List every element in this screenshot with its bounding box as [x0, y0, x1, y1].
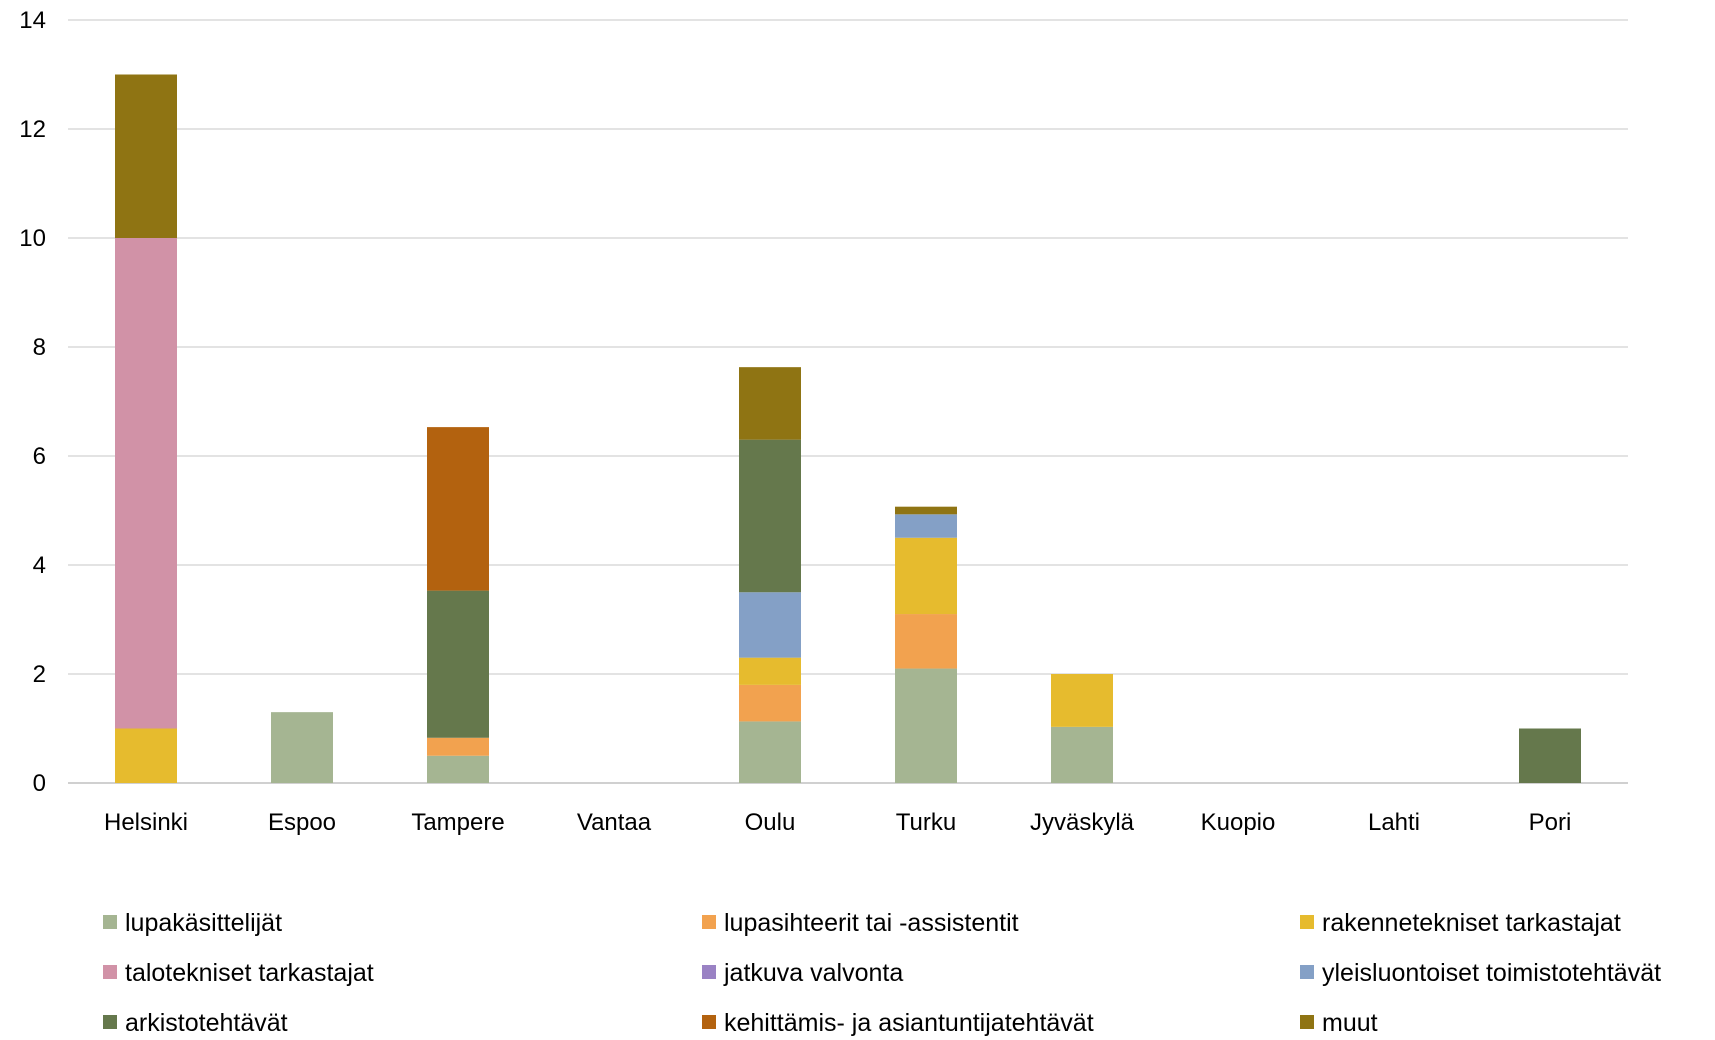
- y-tick-label: 10: [19, 225, 46, 252]
- bar-turku-lupakasittelijat: [895, 668, 957, 783]
- legend-label-rakennetekniset-tarkastajat: rakennetekniset tarkastajat: [1322, 909, 1621, 937]
- legend-label-muut: muut: [1322, 1009, 1378, 1037]
- legend-swatch-talotekniset-tarkastajat: [103, 965, 117, 979]
- y-tick-label: 6: [33, 443, 46, 470]
- bar-tampere-arkistotehtavat: [427, 590, 489, 738]
- x-tick-label-vantaa: Vantaa: [577, 809, 652, 836]
- x-tick-label-oulu: Oulu: [745, 809, 796, 836]
- legend-swatch-muut: [1300, 1015, 1314, 1029]
- y-tick-label: 2: [33, 661, 46, 688]
- x-tick-label-jyvaskyla: Jyväskylä: [1030, 809, 1135, 836]
- bars: [115, 74, 1581, 783]
- legend-swatch-rakennetekniset-tarkastajat: [1300, 915, 1314, 929]
- bar-helsinki-talotekniset-tarkastajat: [115, 238, 177, 729]
- bar-tampere-lupasihteerit-tai-assistentit: [427, 737, 489, 756]
- y-tick-label: 4: [33, 552, 46, 579]
- legend-label-kehittamis-ja-asiantuntijatehtavat: kehittämis- ja asiantuntijatehtävät: [724, 1009, 1094, 1037]
- legend-label-lupasihteerit-tai-assistentit: lupasihteerit tai -assistentit: [724, 909, 1019, 937]
- bar-tampere-lupakasittelijat: [427, 755, 489, 783]
- legend-label-talotekniset-tarkastajat: talotekniset tarkastajat: [125, 959, 374, 987]
- bar-tampere-kehittamis-ja-asiantuntijatehtavat: [427, 427, 489, 591]
- bar-jyvaskyla-lupakasittelijat: [1051, 726, 1113, 783]
- legend-swatch-arkistotehtavat: [103, 1015, 117, 1029]
- bar-helsinki-muut: [115, 74, 177, 238]
- legend-swatch-yleisluontoiset-toimistotehtavat: [1300, 965, 1314, 979]
- bar-turku-muut: [895, 506, 957, 515]
- legend-swatch-lupasihteerit-tai-assistentit: [702, 915, 716, 929]
- bar-oulu-arkistotehtavat: [739, 439, 801, 593]
- x-tick-label-pori: Pori: [1529, 809, 1572, 836]
- bar-turku-yleisluontoiset-toimistotehtavat: [895, 514, 957, 538]
- bar-oulu-lupasihteerit-tai-assistentit: [739, 684, 801, 722]
- legend-label-arkistotehtavat: arkistotehtävät: [125, 1009, 288, 1037]
- legend-swatch-lupakasittelijat: [103, 915, 117, 929]
- bar-turku-lupasihteerit-tai-assistentit: [895, 614, 957, 669]
- bar-jyvaskyla-rakennetekniset-tarkastajat: [1051, 674, 1113, 727]
- bar-turku-rakennetekniset-tarkastajat: [895, 537, 957, 615]
- bar-oulu-lupakasittelijat: [739, 721, 801, 783]
- bar-oulu-rakennetekniset-tarkastajat: [739, 657, 801, 685]
- x-tick-label-helsinki: Helsinki: [104, 809, 188, 836]
- x-tick-label-turku: Turku: [896, 809, 956, 836]
- y-tick-label: 14: [19, 7, 46, 34]
- y-tick-label: 0: [33, 770, 46, 797]
- legend-label-yleisluontoiset-toimistotehtavat: yleisluontoiset toimistotehtävät: [1322, 959, 1661, 987]
- gridlines: [68, 19, 1628, 784]
- x-tick-label-espoo: Espoo: [268, 809, 336, 836]
- legend-swatch-jatkuva-valvonta: [702, 965, 716, 979]
- bar-oulu-yleisluontoiset-toimistotehtavat: [739, 592, 801, 658]
- bar-oulu-muut: [739, 367, 801, 440]
- legend-label-jatkuva-valvonta: jatkuva valvonta: [723, 959, 903, 987]
- x-tick-label-tampere: Tampere: [411, 809, 504, 836]
- y-tick-label: 12: [19, 116, 46, 143]
- legend-label-lupakasittelijat: lupakäsittelijät: [125, 909, 282, 937]
- legend-swatch-kehittamis-ja-asiantuntijatehtavat: [702, 1015, 716, 1029]
- bar-helsinki-rakennetekniset-tarkastajat: [115, 728, 177, 783]
- y-tick-label: 8: [33, 334, 46, 361]
- bar-pori-arkistotehtavat: [1519, 728, 1581, 783]
- x-tick-label-lahti: Lahti: [1368, 809, 1420, 836]
- x-tick-label-kuopio: Kuopio: [1201, 809, 1276, 836]
- axes: 0 2 4 6 8 10 12 14 Helsinki Espoo Tampere Vantaa Oul…: [19, 7, 1571, 836]
- legend: lupakäsittelijät lupasihteerit tai -assis…: [103, 909, 1661, 1037]
- bar-espoo-lupakasittelijat: [271, 712, 333, 783]
